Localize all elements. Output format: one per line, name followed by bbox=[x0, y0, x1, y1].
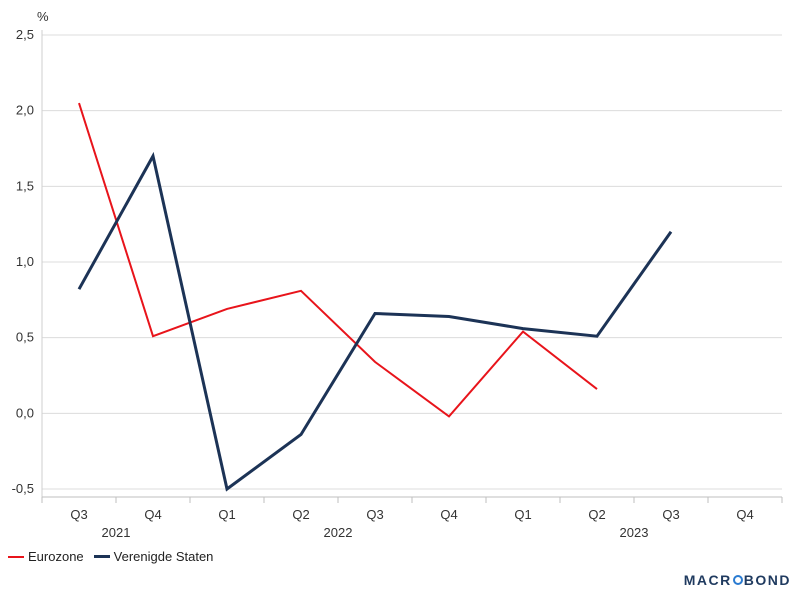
x-tick-label: Q2 bbox=[588, 507, 605, 522]
x-year-label: 2023 bbox=[620, 525, 649, 540]
y-tick-label: 0,0 bbox=[16, 405, 34, 420]
y-tick-label: 0,5 bbox=[16, 330, 34, 345]
series-line-eurozone bbox=[78, 102, 598, 418]
legend: Eurozone Verenigde Staten bbox=[8, 549, 223, 564]
y-tick-label: 2,5 bbox=[16, 27, 34, 42]
x-tick-label: Q2 bbox=[292, 507, 309, 522]
legend-swatch-eurozone bbox=[8, 555, 24, 558]
line-chart: 2,5 2,0 1,5 1,0 0,5 0,0 -0,5% Q3 Q4 Q1 Q2 Q3 Q4 Q1 Q2 Q… bbox=[12, 9, 783, 540]
legend-label-eurozone: Eurozone bbox=[28, 549, 84, 564]
legend-item-eurozone[interactable]: Eurozone bbox=[8, 549, 84, 564]
x-tick-label: Q3 bbox=[366, 507, 383, 522]
x-tick-label: Q1 bbox=[514, 507, 531, 522]
legend-item-verenigde-staten[interactable]: Verenigde Staten bbox=[93, 549, 214, 564]
x-tick-label: Q4 bbox=[736, 507, 753, 522]
x-tick-label: Q4 bbox=[440, 507, 457, 522]
x-tick-label: Q4 bbox=[144, 507, 161, 522]
logo-o-icon bbox=[732, 575, 743, 585]
series-line-verenigde-staten bbox=[77, 151, 673, 492]
x-year-label: 2022 bbox=[324, 525, 353, 540]
x-tick-label: Q3 bbox=[662, 507, 679, 522]
x-tick-label: Q1 bbox=[218, 507, 235, 522]
x-tick-label: Q3 bbox=[70, 507, 87, 522]
y-tick-label: 2,0 bbox=[16, 103, 34, 118]
legend-label-verenigde-staten: Verenigde Staten bbox=[113, 549, 214, 564]
y-tick-label: -0,5 bbox=[12, 481, 34, 496]
macrobond-logo: MACR BOND bbox=[684, 572, 791, 588]
logo-text-left: MACR bbox=[683, 572, 732, 588]
legend-swatch-verenigde-staten bbox=[93, 555, 110, 558]
x-year-label: 2021 bbox=[102, 525, 131, 540]
y-tick-label: 1,5 bbox=[16, 178, 34, 193]
y-tick-label: 1,0 bbox=[16, 254, 34, 269]
y-axis-unit-label: % bbox=[37, 9, 49, 24]
logo-text-right: BOND bbox=[743, 572, 791, 588]
